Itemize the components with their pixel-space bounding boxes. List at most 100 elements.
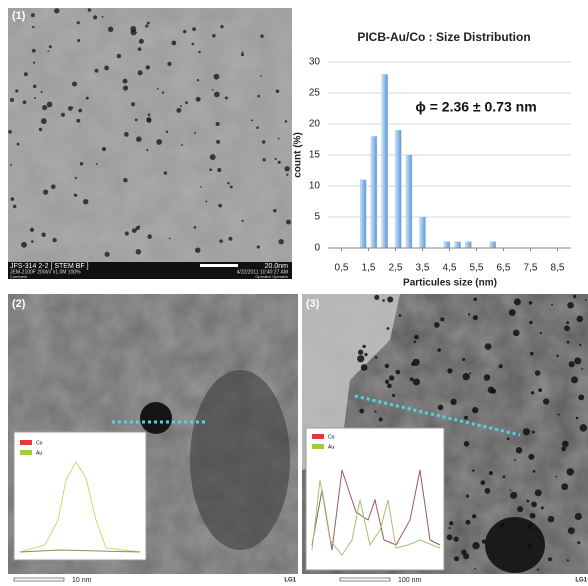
- particle: [34, 97, 36, 99]
- y-tick-label: 10: [309, 181, 321, 192]
- particle: [130, 26, 136, 32]
- bar: [382, 74, 388, 248]
- bar: [395, 130, 401, 248]
- particle: [472, 542, 479, 549]
- particle: [438, 405, 444, 411]
- particle: [359, 409, 364, 414]
- particle: [42, 105, 47, 110]
- particle: [472, 469, 474, 471]
- particle: [489, 471, 493, 475]
- particle: [260, 35, 263, 38]
- particle: [413, 378, 420, 385]
- particle: [32, 26, 34, 28]
- particle: [214, 92, 220, 98]
- particle: [562, 441, 569, 448]
- particle: [198, 51, 200, 53]
- particle: [138, 70, 143, 75]
- particle: [47, 50, 49, 52]
- panel-label: (1): [12, 10, 26, 22]
- particle: [558, 414, 560, 416]
- particle: [577, 541, 580, 544]
- particle: [216, 140, 220, 144]
- particle: [538, 388, 542, 392]
- bar: [420, 217, 426, 248]
- particle: [578, 394, 584, 400]
- particle: [468, 313, 470, 315]
- particle: [561, 483, 568, 490]
- particle: [262, 140, 265, 143]
- particle: [256, 126, 259, 129]
- particle: [72, 81, 77, 86]
- caption: Comment: [10, 274, 28, 279]
- particle: [52, 238, 56, 242]
- particle: [530, 513, 536, 519]
- particle: [465, 520, 470, 525]
- particle: [548, 516, 554, 522]
- particle: [105, 252, 110, 257]
- micrograph-3: (3) Co Au 100 nm LG1: [302, 294, 588, 586]
- bar: [371, 136, 377, 248]
- particle: [567, 341, 570, 344]
- particle: [76, 119, 80, 123]
- particle: [185, 101, 188, 104]
- particle: [209, 168, 212, 171]
- particle: [260, 75, 262, 77]
- particle: [23, 100, 27, 104]
- particle: [529, 321, 533, 325]
- particle: [540, 332, 542, 334]
- particle: [564, 325, 570, 331]
- annotation: ϕ = 2.36 ± 0.73 nm: [415, 99, 536, 115]
- particle: [464, 416, 468, 420]
- particle: [131, 102, 135, 106]
- particle: [162, 91, 164, 93]
- particle: [39, 128, 42, 131]
- particle: [146, 65, 150, 69]
- particle: [147, 119, 151, 123]
- particle: [504, 554, 506, 556]
- particle: [396, 370, 401, 375]
- particle: [286, 220, 291, 225]
- particle: [392, 394, 395, 397]
- particle: [157, 88, 159, 90]
- particle: [573, 295, 576, 298]
- particle: [30, 228, 34, 232]
- particle: [533, 470, 536, 473]
- x-tick-label: 7,5: [524, 263, 538, 274]
- particle: [472, 407, 478, 413]
- particle: [88, 8, 92, 12]
- particle: [411, 362, 415, 366]
- bar: [490, 242, 496, 248]
- particle: [447, 368, 452, 373]
- y-tick-label: 20: [309, 119, 321, 130]
- x-tick-label: 4,5: [443, 263, 457, 274]
- particle: [54, 8, 59, 13]
- particle: [387, 296, 393, 302]
- particle: [286, 174, 288, 176]
- particle: [242, 51, 244, 53]
- particle: [219, 239, 223, 243]
- particle: [449, 521, 453, 525]
- particle: [450, 399, 456, 405]
- particle: [527, 543, 533, 549]
- particle: [434, 322, 440, 328]
- x-tick-label: 5,5: [470, 263, 484, 274]
- y-axis-label: count (%): [293, 132, 304, 178]
- x-tick-label: 0,5: [335, 263, 349, 274]
- particle: [200, 186, 202, 188]
- particle: [576, 417, 579, 420]
- particle: [108, 27, 113, 32]
- particle: [257, 245, 260, 248]
- particle: [510, 492, 517, 499]
- particle: [382, 299, 385, 302]
- particle: [241, 220, 243, 222]
- particle: [218, 204, 222, 208]
- particle: [440, 317, 444, 321]
- particle: [548, 557, 552, 561]
- particle: [262, 158, 265, 161]
- particle: [530, 352, 534, 356]
- x-tick-label: 1,5: [362, 263, 376, 274]
- particle: [146, 149, 148, 151]
- particle: [147, 234, 152, 239]
- particle: [516, 447, 522, 453]
- particle: [123, 86, 128, 91]
